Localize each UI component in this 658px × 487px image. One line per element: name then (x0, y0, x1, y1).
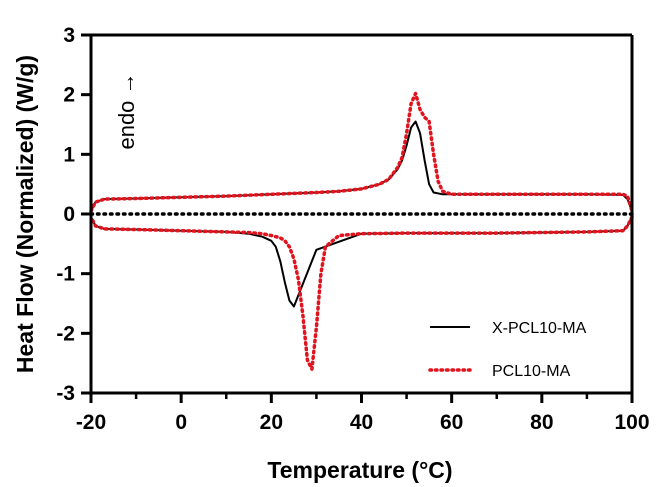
y-tick-label-1: 1 (63, 143, 75, 166)
y-tick-label--1: -1 (56, 263, 75, 286)
series-layer (89, 91, 634, 371)
legend-label-x-pcl10-ma: X-PCL10-MA (492, 320, 587, 337)
x-tick-label--20: -20 (76, 411, 106, 434)
y-tick-label--3: -3 (56, 382, 75, 405)
legend-label-pcl10-ma: PCL10-MA (492, 363, 571, 380)
series-line-pcl10-ma-cooling (89, 215, 634, 371)
y-axis-title: Heat Flow (Normalized) (W/g) (12, 55, 38, 373)
x-axis-title: Temperature (°C) (267, 457, 452, 483)
endo-annotation: endo → (114, 72, 139, 149)
y-tick-label-0: 0 (63, 203, 75, 226)
x-tick-label-0: 0 (175, 411, 187, 434)
x-tick-label-80: 80 (530, 411, 553, 434)
x-tick-label-100: 100 (614, 411, 649, 434)
y-tick-label-3: 3 (63, 24, 75, 47)
legend: X-PCL10-MA PCL10-MA (428, 320, 587, 380)
y-tick-label--2: -2 (56, 322, 75, 345)
x-tick-label-40: 40 (350, 411, 373, 434)
y-tick-label-2: 2 (63, 84, 75, 107)
series-line-pcl10-ma-heating (89, 91, 634, 213)
x-tick-label-20: 20 (260, 411, 283, 434)
ticks-layer: -20 0 20 40 60 80 100 -3 -2 -1 0 1 2 3 (56, 24, 649, 434)
x-tick-label-60: 60 (440, 411, 463, 434)
